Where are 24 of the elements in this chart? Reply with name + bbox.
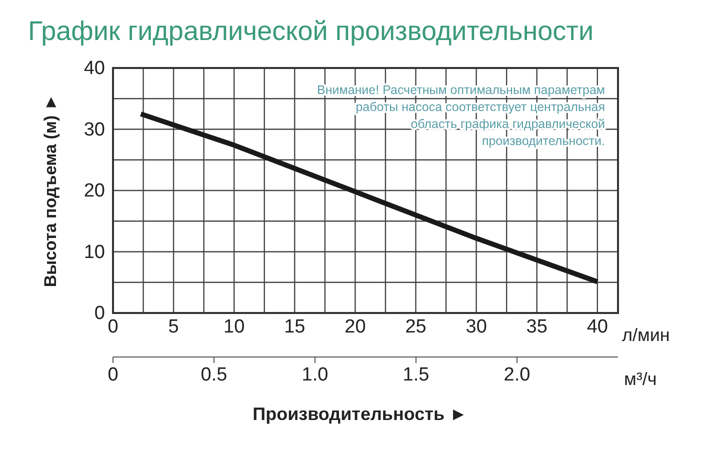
- x-tick-label: 10: [224, 316, 245, 338]
- y-tick-label: 10: [84, 242, 105, 263]
- y-tick-label: 20: [84, 180, 105, 202]
- x-tick-label: 40: [586, 316, 608, 338]
- x-tick-label: 35: [526, 316, 548, 338]
- x-tick-label: 25: [405, 316, 426, 338]
- text: л/мин: [622, 325, 670, 345]
- y-axis-title: Высота подъема (м) ►: [41, 94, 60, 288]
- x-tick-label: 15: [284, 316, 306, 338]
- x-axis-title: Производительность ►: [252, 404, 468, 424]
- x2-axis-title: м³/ч: [624, 369, 657, 389]
- x2-tick-label: 0: [108, 364, 118, 386]
- x-tick-label: 0: [108, 316, 118, 338]
- x-tick-label: 20: [344, 316, 366, 338]
- y-tick-label: 40: [84, 58, 105, 80]
- x2-tick-label: 2.0: [504, 364, 530, 386]
- x-tick-label: 5: [168, 316, 179, 338]
- y-tick-label: 30: [84, 119, 105, 140]
- chart-title: График гидравлической производительности: [28, 16, 594, 46]
- x-tick-label: 30: [466, 316, 487, 338]
- x2-tick-label: 1.0: [302, 364, 328, 386]
- x2-tick-label: 1.5: [402, 364, 430, 386]
- y-tick-label: 0: [94, 303, 105, 324]
- x2-tick-label: 0.5: [200, 364, 228, 386]
